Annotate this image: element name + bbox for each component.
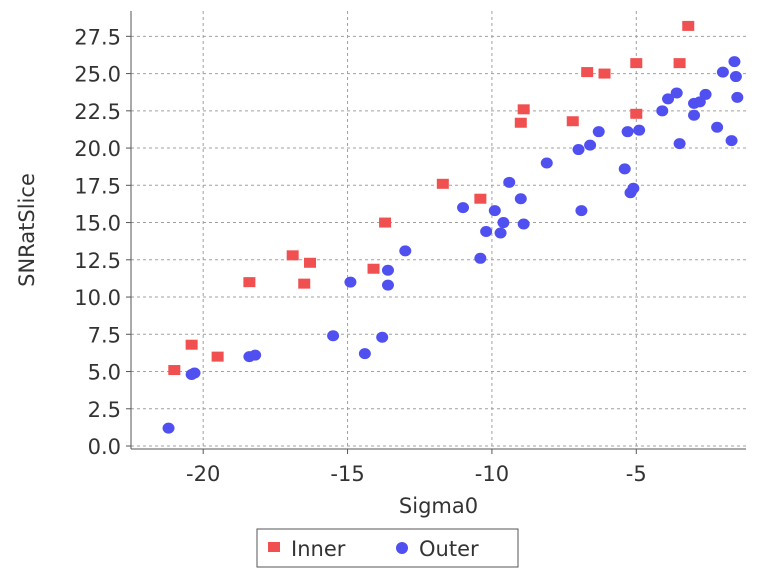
y-tick-label: 12.5 <box>74 249 121 273</box>
data-point-inner <box>211 351 224 362</box>
marks-layer <box>162 20 744 434</box>
data-point-outer <box>592 126 605 138</box>
x-axis-title: Sigma0 <box>399 494 478 518</box>
x-tick-label: -20 <box>186 462 220 486</box>
y-tick-label: 20.0 <box>74 137 121 161</box>
data-point-inner <box>673 58 686 69</box>
data-point-inner <box>367 263 380 274</box>
data-point-outer <box>517 218 530 230</box>
data-point-inner <box>630 108 643 119</box>
data-point-outer <box>457 202 470 214</box>
data-point-inner <box>298 278 311 289</box>
data-point-outer <box>662 93 675 105</box>
data-point-outer <box>188 367 201 379</box>
data-point-outer <box>656 105 669 117</box>
data-point-outer <box>621 126 634 138</box>
data-point-inner <box>474 193 487 204</box>
data-point-inner <box>581 67 594 78</box>
data-point-outer <box>731 91 744 103</box>
data-point-outer <box>327 330 340 342</box>
x-tick-label: -15 <box>330 462 364 486</box>
data-point-inner <box>243 277 256 288</box>
data-point-inner <box>436 178 449 189</box>
x-tick-label: -5 <box>626 462 647 486</box>
data-point-outer <box>575 205 588 217</box>
data-point-inner <box>168 365 181 376</box>
data-point-outer <box>584 139 597 151</box>
data-point-outer <box>633 124 646 136</box>
data-point-outer <box>540 157 553 169</box>
data-point-inner <box>514 117 527 128</box>
data-point-inner <box>304 257 317 268</box>
y-tick-label: 7.5 <box>88 323 121 347</box>
legend-box <box>256 528 519 568</box>
data-point-inner <box>517 104 530 115</box>
legend-marker-inner <box>268 542 280 552</box>
data-point-outer <box>494 227 507 239</box>
y-axis-title: SNRatSlice <box>15 173 39 287</box>
data-point-inner <box>566 116 579 127</box>
data-point-outer <box>729 71 742 83</box>
data-point-inner <box>598 68 611 79</box>
y-tick-label: 5.0 <box>88 361 121 385</box>
data-point-outer <box>376 331 389 343</box>
data-point-outer <box>162 422 175 434</box>
data-point-outer <box>488 205 501 217</box>
data-point-outer <box>358 348 371 360</box>
legend-label-inner: Inner <box>291 537 346 561</box>
plot-area <box>131 11 746 449</box>
data-point-outer <box>728 56 741 68</box>
data-point-outer <box>480 225 493 237</box>
data-point-outer <box>699 88 712 100</box>
data-point-outer <box>497 217 510 229</box>
y-tick-label: 22.5 <box>74 100 121 124</box>
data-point-inner <box>682 20 695 31</box>
legend: Inner Outer <box>256 528 519 568</box>
x-tick-label: -10 <box>475 462 509 486</box>
y-tick-label: 17.5 <box>74 174 121 198</box>
y-tick-label: 10.0 <box>74 286 121 310</box>
data-point-outer <box>618 163 631 175</box>
y-tick-label: 15.0 <box>74 212 121 236</box>
data-point-outer <box>627 182 640 194</box>
data-point-outer <box>711 121 724 133</box>
data-point-outer <box>503 176 516 188</box>
data-point-outer <box>381 279 394 291</box>
data-point-outer <box>474 252 487 264</box>
data-point-outer <box>572 144 585 156</box>
grid-layer <box>131 11 746 449</box>
data-point-outer <box>514 193 527 205</box>
axes-layer: -20 -15 -10 -5 0.0 2.5 5.0 7.5 10.0 12.5 15.0 17.5 2… <box>74 11 746 486</box>
data-point-inner <box>630 58 643 69</box>
y-tick-label: 25.0 <box>74 63 121 87</box>
data-point-outer <box>381 264 394 276</box>
data-point-outer <box>670 87 683 99</box>
y-tick-label: 0.0 <box>88 435 121 459</box>
y-tick-label: 27.5 <box>74 25 121 49</box>
data-point-outer <box>716 66 729 78</box>
legend-label-outer: Outer <box>419 537 479 561</box>
data-point-inner <box>185 339 198 350</box>
data-point-outer <box>688 109 701 121</box>
y-tick-label: 2.5 <box>88 398 121 422</box>
data-point-inner <box>286 250 299 261</box>
data-point-outer <box>399 245 412 257</box>
data-point-outer <box>725 135 738 147</box>
data-point-inner <box>379 217 392 228</box>
data-point-outer <box>673 138 686 150</box>
legend-marker-outer <box>396 542 408 554</box>
data-point-outer <box>249 349 262 361</box>
data-point-outer <box>344 276 357 288</box>
